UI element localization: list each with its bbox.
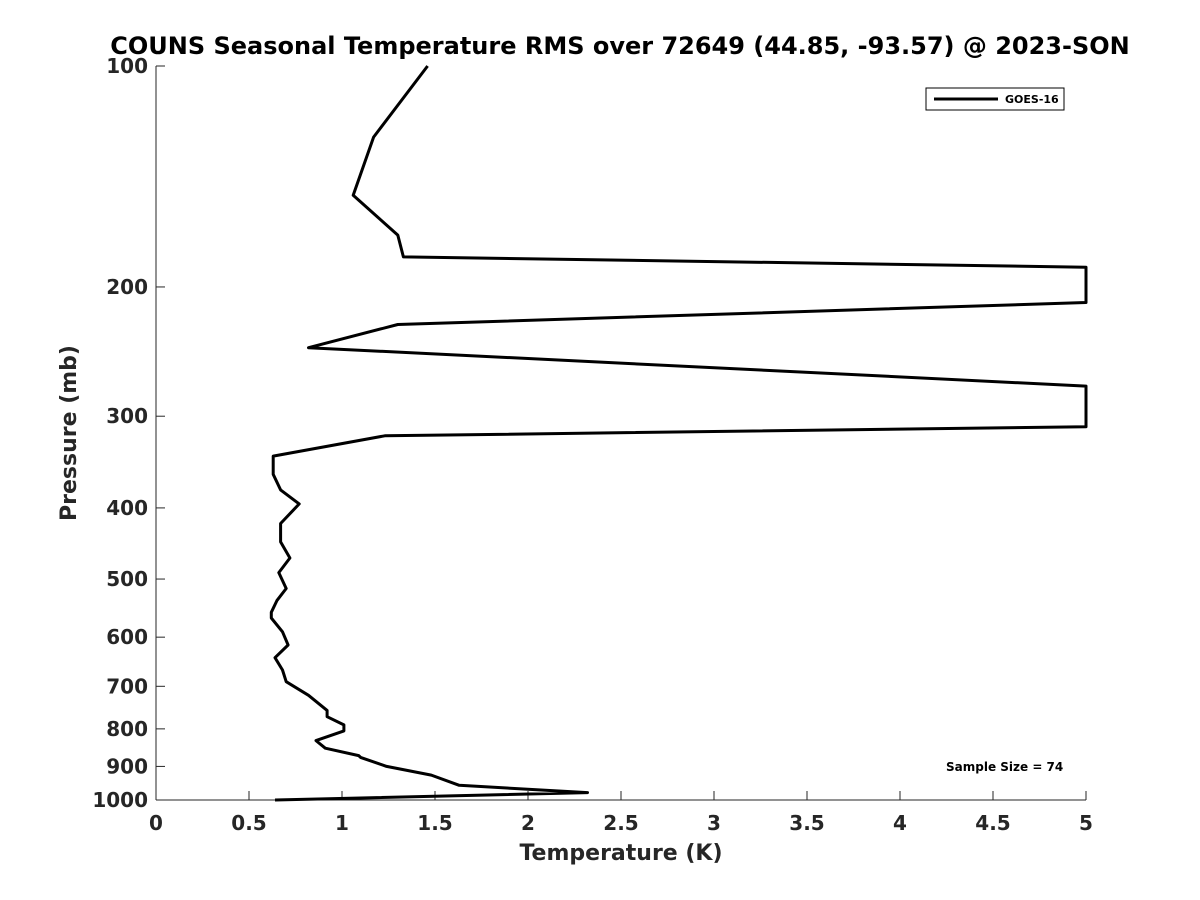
y-tick-label: 400 xyxy=(106,496,148,520)
y-tick-label: 1000 xyxy=(92,788,148,812)
sample-size-annotation: Sample Size = 74 xyxy=(946,760,1063,774)
legend: GOES-16 xyxy=(925,87,1065,111)
x-tick-label: 1 xyxy=(335,811,349,835)
y-tick-label: 200 xyxy=(106,275,148,299)
y-tick-label: 500 xyxy=(106,567,148,591)
y-tick-label: 600 xyxy=(106,625,148,649)
x-tick-label: 3.5 xyxy=(789,811,824,835)
x-tick-label: 0.5 xyxy=(231,811,266,835)
legend-label-goes-16: GOES-16 xyxy=(1005,93,1059,106)
x-ticks: 0 0.5 1 1.5 2 2.5 3 3.5 4 4.5 5 xyxy=(149,791,1093,835)
chart-title: COUNS Seasonal Temperature RMS over 7264… xyxy=(110,32,1130,60)
x-tick-label: 1.5 xyxy=(417,811,452,835)
x-tick-label: 4.5 xyxy=(975,811,1010,835)
plot-area: 0 0.5 1 1.5 2 2.5 3 3.5 4 4.5 5 100 200 300 400 500 600… xyxy=(92,54,1093,835)
x-tick-label: 2.5 xyxy=(603,811,638,835)
x-tick-label: 0 xyxy=(149,811,163,835)
y-axis-label: Pressure (mb) xyxy=(57,345,82,521)
series-line-goes-16 xyxy=(269,65,1088,802)
y-tick-label: 300 xyxy=(106,404,148,428)
y-tick-label: 800 xyxy=(106,717,148,741)
y-tick-label: 700 xyxy=(106,674,148,698)
x-axis-label: Temperature (K) xyxy=(519,841,722,866)
x-tick-label: 2 xyxy=(521,811,535,835)
x-tick-label: 3 xyxy=(707,811,721,835)
y-ticks: 100 200 300 400 500 600 700 800 900 1000 xyxy=(92,54,165,812)
y-tick-label: 100 xyxy=(106,54,148,78)
y-tick-label: 900 xyxy=(106,754,148,778)
x-tick-label: 4 xyxy=(893,811,907,835)
x-tick-label: 5 xyxy=(1079,811,1093,835)
